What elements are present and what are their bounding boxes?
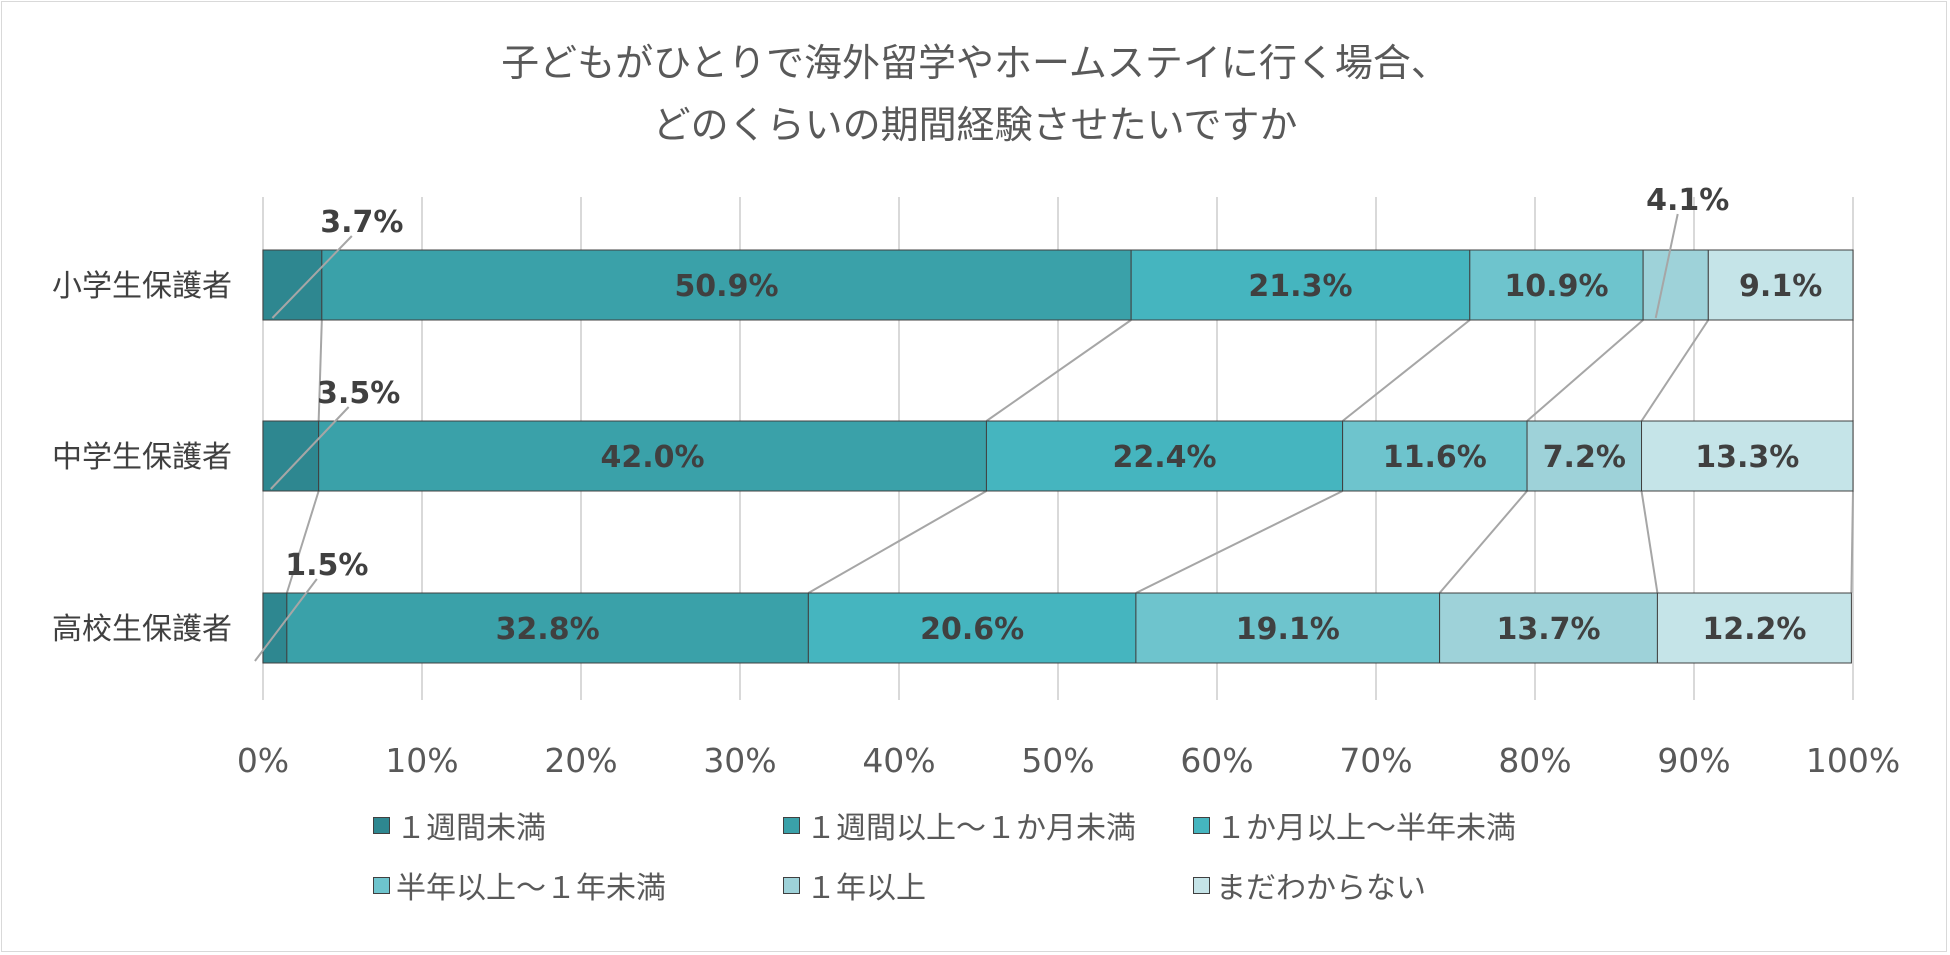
bar-segment (1642, 249, 1709, 321)
legend-swatch (1193, 876, 1210, 894)
x-tick-label: 80% (1498, 741, 1571, 780)
series-line (285, 490, 320, 594)
legend-item: １年以上 (783, 863, 926, 907)
x-tick-label: 10% (385, 741, 458, 780)
legend-item: １か月以上～半年未満 (1193, 803, 1516, 847)
data-label: 22.4% (1112, 440, 1216, 475)
data-label: 42.0% (601, 440, 705, 475)
x-tick-label: 30% (703, 741, 776, 780)
series-line (985, 319, 1132, 422)
x-tick-label: 60% (1180, 741, 1253, 780)
bar-segment (1707, 249, 1854, 321)
data-label: 3.7% (320, 205, 403, 240)
callout-line (254, 578, 318, 662)
data-label: 1.5% (285, 548, 368, 583)
series-lines-layer (285, 319, 1854, 594)
data-label: 50.9% (674, 269, 778, 304)
legend-swatch (783, 816, 800, 834)
bar-segment (1135, 592, 1441, 664)
series-line (1341, 319, 1471, 422)
x-tick-label: 20% (544, 741, 617, 780)
data-label: 10.9% (1504, 269, 1608, 304)
series-line (1640, 490, 1659, 594)
series-line (807, 490, 987, 594)
legend-item: １週間未満 (373, 803, 546, 847)
bar-layer (262, 249, 1854, 664)
legend-label: １年以上 (806, 871, 926, 906)
x-tick-label: 0% (237, 741, 289, 780)
category-label: 高校生保護者 (52, 612, 232, 647)
bar-segment (1342, 420, 1528, 492)
x-tick-label: 50% (1021, 741, 1094, 780)
bar-segment (1439, 592, 1658, 664)
series-line (1135, 490, 1344, 594)
data-label: 3.5% (317, 376, 400, 411)
legend-swatch (373, 816, 390, 834)
legend-item: まだわからない (1193, 863, 1426, 907)
x-tick-label: 90% (1657, 741, 1730, 780)
data-label: 12.2% (1702, 612, 1806, 647)
legend-item: 半年以上～１年未満 (373, 863, 666, 907)
bar-segment (321, 249, 1132, 321)
legend-item: １週間以上～１か月未満 (783, 803, 1136, 847)
callout-layer (254, 213, 1679, 662)
series-line (1438, 490, 1528, 594)
legend-label: １週間以上～１か月未満 (806, 811, 1136, 846)
callout-line (271, 235, 353, 319)
legend-swatch (1193, 816, 1210, 834)
callout-line (270, 406, 350, 490)
callout-line (1654, 213, 1679, 319)
legend-label: 半年以上～１年未満 (396, 871, 666, 906)
x-tick-label: 40% (862, 741, 935, 780)
bar-segment (807, 592, 1137, 664)
legend-swatch (783, 876, 800, 894)
chart-title-line-1: 子どもがひとりで海外留学やホームステイに行く場合、 (501, 41, 1449, 85)
bar-segment (286, 592, 809, 664)
bar-segment (262, 420, 320, 492)
x-tick-label: 100% (1806, 741, 1900, 780)
legend-label: １週間未満 (396, 811, 546, 846)
legend-swatch (373, 876, 390, 894)
series-line (1640, 319, 1710, 422)
bar-segment (1641, 420, 1854, 492)
bar-segment (262, 592, 288, 664)
data-label: 11.6% (1383, 440, 1487, 475)
category-label: 中学生保護者 (52, 440, 232, 475)
bar-segment (1130, 249, 1471, 321)
bar-segment (1656, 592, 1852, 664)
legend-label: １か月以上～半年未満 (1216, 811, 1516, 846)
data-label: 20.6% (920, 612, 1024, 647)
bar-segment (318, 420, 987, 492)
data-label: 7.2% (1543, 440, 1626, 475)
x-tick-label: 70% (1339, 741, 1412, 780)
data-label: 13.7% (1496, 612, 1600, 647)
legend-label: まだわからない (1216, 871, 1426, 906)
data-label: 19.1% (1236, 612, 1340, 647)
series-line (1526, 319, 1644, 422)
bar-segment (262, 249, 323, 321)
data-label: 9.1% (1739, 269, 1822, 304)
data-label: 32.8% (496, 612, 600, 647)
chart-title: 子どもがひとりで海外留学やホームステイに行く場合、 どのくらいの期間経験させたい… (0, 32, 1950, 156)
data-label: 21.3% (1248, 269, 1352, 304)
data-label: 13.3% (1695, 440, 1799, 475)
bar-segment (985, 420, 1344, 492)
text-layer: 0% 10% 20% 30% 40% 50% 60% 70% 80% 90% 100% 3.7% 50.… (52, 183, 1900, 780)
series-line (317, 319, 323, 422)
data-label: 4.1% (1646, 183, 1729, 218)
series-line (1850, 490, 1854, 594)
category-label: 小学生保護者 (52, 269, 232, 304)
bar-segment (1526, 420, 1643, 492)
chart-title-line-2: どのくらいの期間経験させたいですか (652, 103, 1298, 147)
